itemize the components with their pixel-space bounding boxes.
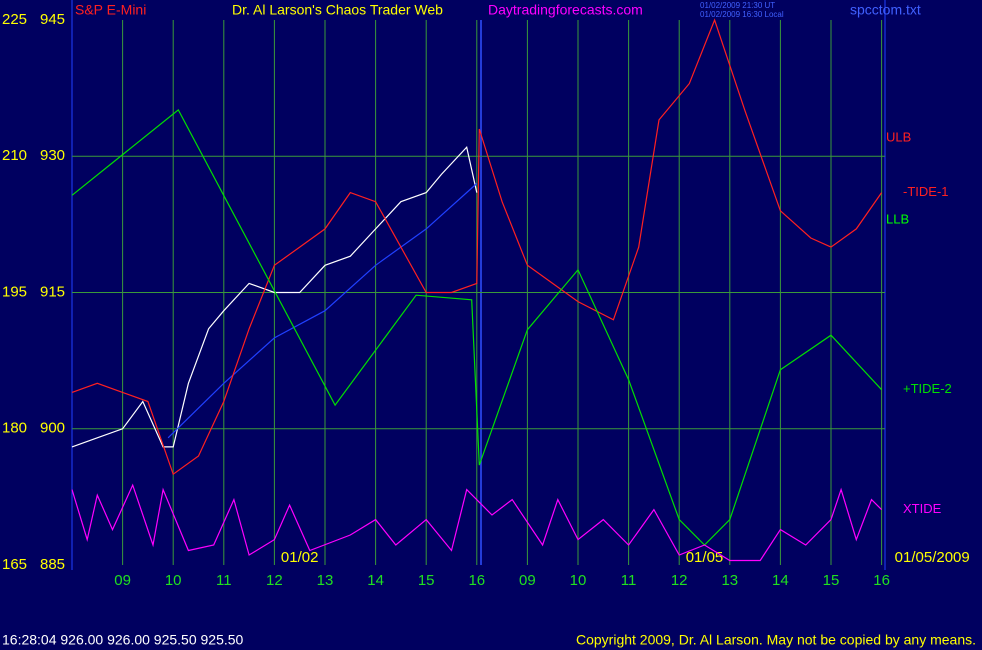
x-tick-label: 16 [873, 572, 890, 589]
series-line [71, 145, 478, 448]
date-label: 01/05/2009 [895, 549, 970, 566]
x-tick-label: 15 [823, 572, 840, 589]
x-tick-label: 14 [772, 572, 789, 589]
y2-tick-label: 195 [2, 283, 27, 300]
x-tick-label: 11 [216, 572, 232, 589]
y-tick-label: 915 [40, 283, 65, 300]
website: Daytradingforecasts.com [488, 2, 643, 18]
timestamp: 01/02/2009 21:30 UT [700, 1, 775, 10]
x-tick-label: 13 [721, 572, 738, 589]
status-line: 16:28:04 926.00 926.00 925.50 925.50 [2, 632, 244, 648]
copyright: Copyright 2009, Dr. Al Larson. May not b… [576, 632, 976, 648]
chart-title: Dr. Al Larson's Chaos Trader Web [232, 2, 443, 18]
series-line [71, 483, 883, 562]
x-tick-label: 12 [671, 572, 688, 589]
series-line [167, 183, 478, 439]
y2-tick-label: 165 [2, 556, 27, 573]
y2-tick-label: 180 [2, 420, 27, 437]
series-line [71, 108, 883, 546]
x-tick-label: 09 [519, 572, 536, 589]
date-label: 01/02 [281, 549, 319, 566]
timestamp: 01/02/2009 16:30 Local [700, 10, 784, 19]
y-tick-label: 930 [40, 147, 65, 164]
y-tick-label: 945 [40, 11, 65, 28]
edge-label: ULB [886, 130, 911, 145]
x-tick-label: 15 [418, 572, 435, 589]
y-tick-label: 900 [40, 420, 65, 437]
x-tick-label: 10 [570, 572, 587, 589]
filename: spcctom.txt [850, 2, 921, 18]
series-label: -TIDE-1 [903, 184, 949, 199]
date-label: 01/05 [686, 549, 724, 566]
y2-tick-label: 210 [2, 147, 27, 164]
x-tick-label: 09 [114, 572, 131, 589]
x-tick-label: 11 [621, 572, 637, 589]
series-line [71, 18, 883, 476]
series-label: +TIDE-2 [903, 381, 952, 396]
x-tick-label: 10 [165, 572, 182, 589]
x-tick-label: 16 [468, 572, 485, 589]
y2-tick-label: 225 [2, 11, 27, 28]
edge-label: LLB [886, 211, 909, 226]
x-tick-label: 14 [367, 572, 384, 589]
instrument: S&P E-Mini [75, 2, 146, 18]
x-tick-label: 13 [317, 572, 334, 589]
y-tick-label: 885 [40, 556, 65, 573]
x-tick-label: 12 [266, 572, 283, 589]
series-label: XTIDE [903, 501, 942, 516]
